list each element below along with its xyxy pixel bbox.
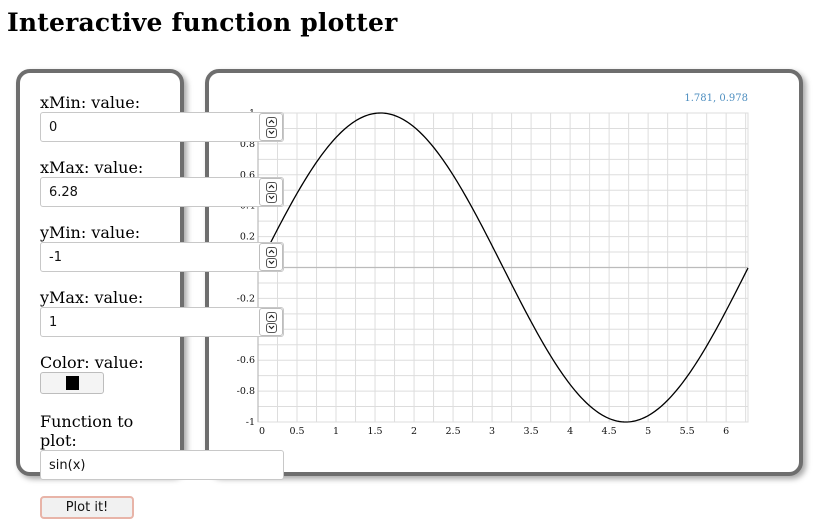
chevron-down-icon[interactable]	[265, 257, 277, 268]
x-tick-label: 5	[645, 426, 651, 437]
x-tick-label: 4	[567, 426, 573, 437]
xmax-label: xMax: value:	[40, 158, 144, 177]
function-label-line1: Function to	[40, 412, 134, 431]
y-tick-label: -0.2	[237, 293, 255, 304]
ymax-stepper[interactable]	[259, 308, 283, 336]
page-title: Interactive function plotter	[7, 8, 398, 37]
y-tick-label: -1	[246, 417, 255, 428]
coordinate-readout: 1.781, 0.978	[684, 93, 748, 104]
y-tick-label: -0.8	[237, 386, 255, 397]
x-tick-label: 5.5	[680, 426, 695, 437]
function-curve	[257, 112, 749, 423]
xmin-input[interactable]	[40, 112, 284, 142]
x-tick-label: 2	[411, 426, 417, 437]
chevron-up-icon[interactable]	[265, 116, 277, 127]
chevron-up-icon[interactable]	[265, 181, 277, 192]
xmin-stepper[interactable]	[259, 113, 283, 141]
x-tick-label: 6	[723, 426, 729, 437]
ymax-label: yMax: value:	[40, 288, 144, 307]
function-input[interactable]	[40, 450, 284, 480]
ymin-stepper[interactable]	[259, 243, 283, 271]
chevron-down-icon[interactable]	[265, 192, 277, 203]
color-picker[interactable]	[40, 372, 104, 394]
x-tick-label: 2.5	[446, 426, 461, 437]
y-tick-label: -0.6	[237, 355, 255, 366]
xmax-stepper[interactable]	[259, 178, 283, 206]
plot-panel	[205, 69, 803, 476]
ymin-input[interactable]	[40, 242, 284, 272]
color-swatch	[65, 376, 79, 390]
xmin-label: xMin: value:	[40, 93, 141, 112]
x-tick-label: 3.5	[524, 426, 539, 437]
x-tick-label: 3	[489, 426, 495, 437]
y-tick-label: 0.6	[240, 170, 255, 181]
xmax-input[interactable]	[40, 177, 284, 207]
y-tick-label: 0.2	[240, 232, 255, 243]
color-label: Color: value:	[40, 353, 144, 372]
ymax-input[interactable]	[40, 307, 284, 337]
chevron-down-icon[interactable]	[265, 127, 277, 138]
x-tick-label: 1.5	[367, 426, 382, 437]
x-tick-label: 0	[259, 426, 265, 437]
chevron-up-icon[interactable]	[265, 246, 277, 257]
function-label-line2: plot:	[40, 431, 77, 450]
chevron-down-icon[interactable]	[265, 322, 277, 333]
x-tick-label: 1	[333, 426, 339, 437]
y-tick-label: 0.8	[240, 139, 255, 150]
x-tick-label: 4.5	[602, 426, 617, 437]
chevron-up-icon[interactable]	[265, 311, 277, 322]
ymin-label: yMin: value:	[40, 223, 141, 242]
x-tick-label: 0.5	[289, 426, 304, 437]
plot-it-button[interactable]: Plot it!	[40, 496, 134, 519]
